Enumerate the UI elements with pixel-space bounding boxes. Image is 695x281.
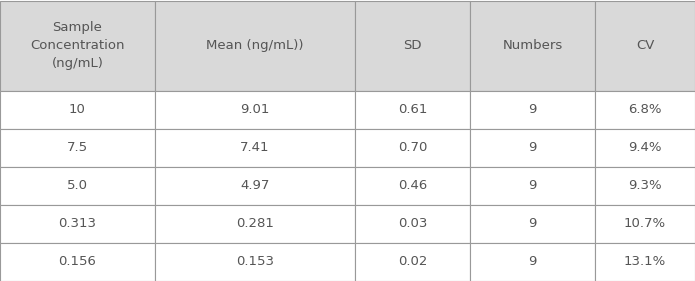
Bar [595,205,695,243]
Bar [0,128,155,167]
Text: 13.1%: 13.1% [624,255,666,268]
Bar [355,90,470,128]
Bar [595,243,695,280]
Text: 9: 9 [528,179,537,192]
Bar [595,90,695,128]
Bar [155,1,355,90]
Bar [0,205,155,243]
Bar [155,167,355,205]
Text: 0.02: 0.02 [398,255,427,268]
Bar [155,243,355,280]
Text: 9.01: 9.01 [240,103,270,116]
Bar [470,90,595,128]
Text: Mean (ng/mL)): Mean (ng/mL)) [206,39,304,52]
Text: 4.97: 4.97 [240,179,270,192]
Bar [470,167,595,205]
Text: 9.3%: 9.3% [628,179,662,192]
Bar [0,1,155,90]
Bar [470,243,595,280]
Text: 10.7%: 10.7% [624,217,666,230]
Text: 6.8%: 6.8% [628,103,662,116]
Text: 0.281: 0.281 [236,217,274,230]
Text: 9: 9 [528,103,537,116]
Bar [355,167,470,205]
Bar [470,205,595,243]
Bar [0,167,155,205]
Text: 0.70: 0.70 [398,141,427,154]
Text: Sample
Concentration
(ng/mL): Sample Concentration (ng/mL) [31,21,124,70]
Text: 0.46: 0.46 [398,179,427,192]
Bar [355,243,470,280]
Bar [0,243,155,280]
Bar [595,128,695,167]
Text: 0.03: 0.03 [398,217,427,230]
Text: 5.0: 5.0 [67,179,88,192]
Bar [595,167,695,205]
Text: 9.4%: 9.4% [628,141,662,154]
Bar [155,90,355,128]
Text: 9: 9 [528,217,537,230]
Text: 0.153: 0.153 [236,255,274,268]
Text: 7.41: 7.41 [240,141,270,154]
Text: 0.156: 0.156 [58,255,97,268]
Text: SD: SD [403,39,422,52]
Bar [355,128,470,167]
Text: Numbers: Numbers [502,39,563,52]
Text: 0.313: 0.313 [58,217,97,230]
Bar [355,205,470,243]
Text: 7.5: 7.5 [67,141,88,154]
Text: 10: 10 [69,103,86,116]
Bar [470,128,595,167]
Bar [595,1,695,90]
Bar [155,128,355,167]
Text: CV: CV [636,39,654,52]
Text: 9: 9 [528,255,537,268]
Bar [155,205,355,243]
Bar [0,90,155,128]
Text: 9: 9 [528,141,537,154]
Bar [355,1,470,90]
Bar [470,1,595,90]
Text: 0.61: 0.61 [398,103,427,116]
